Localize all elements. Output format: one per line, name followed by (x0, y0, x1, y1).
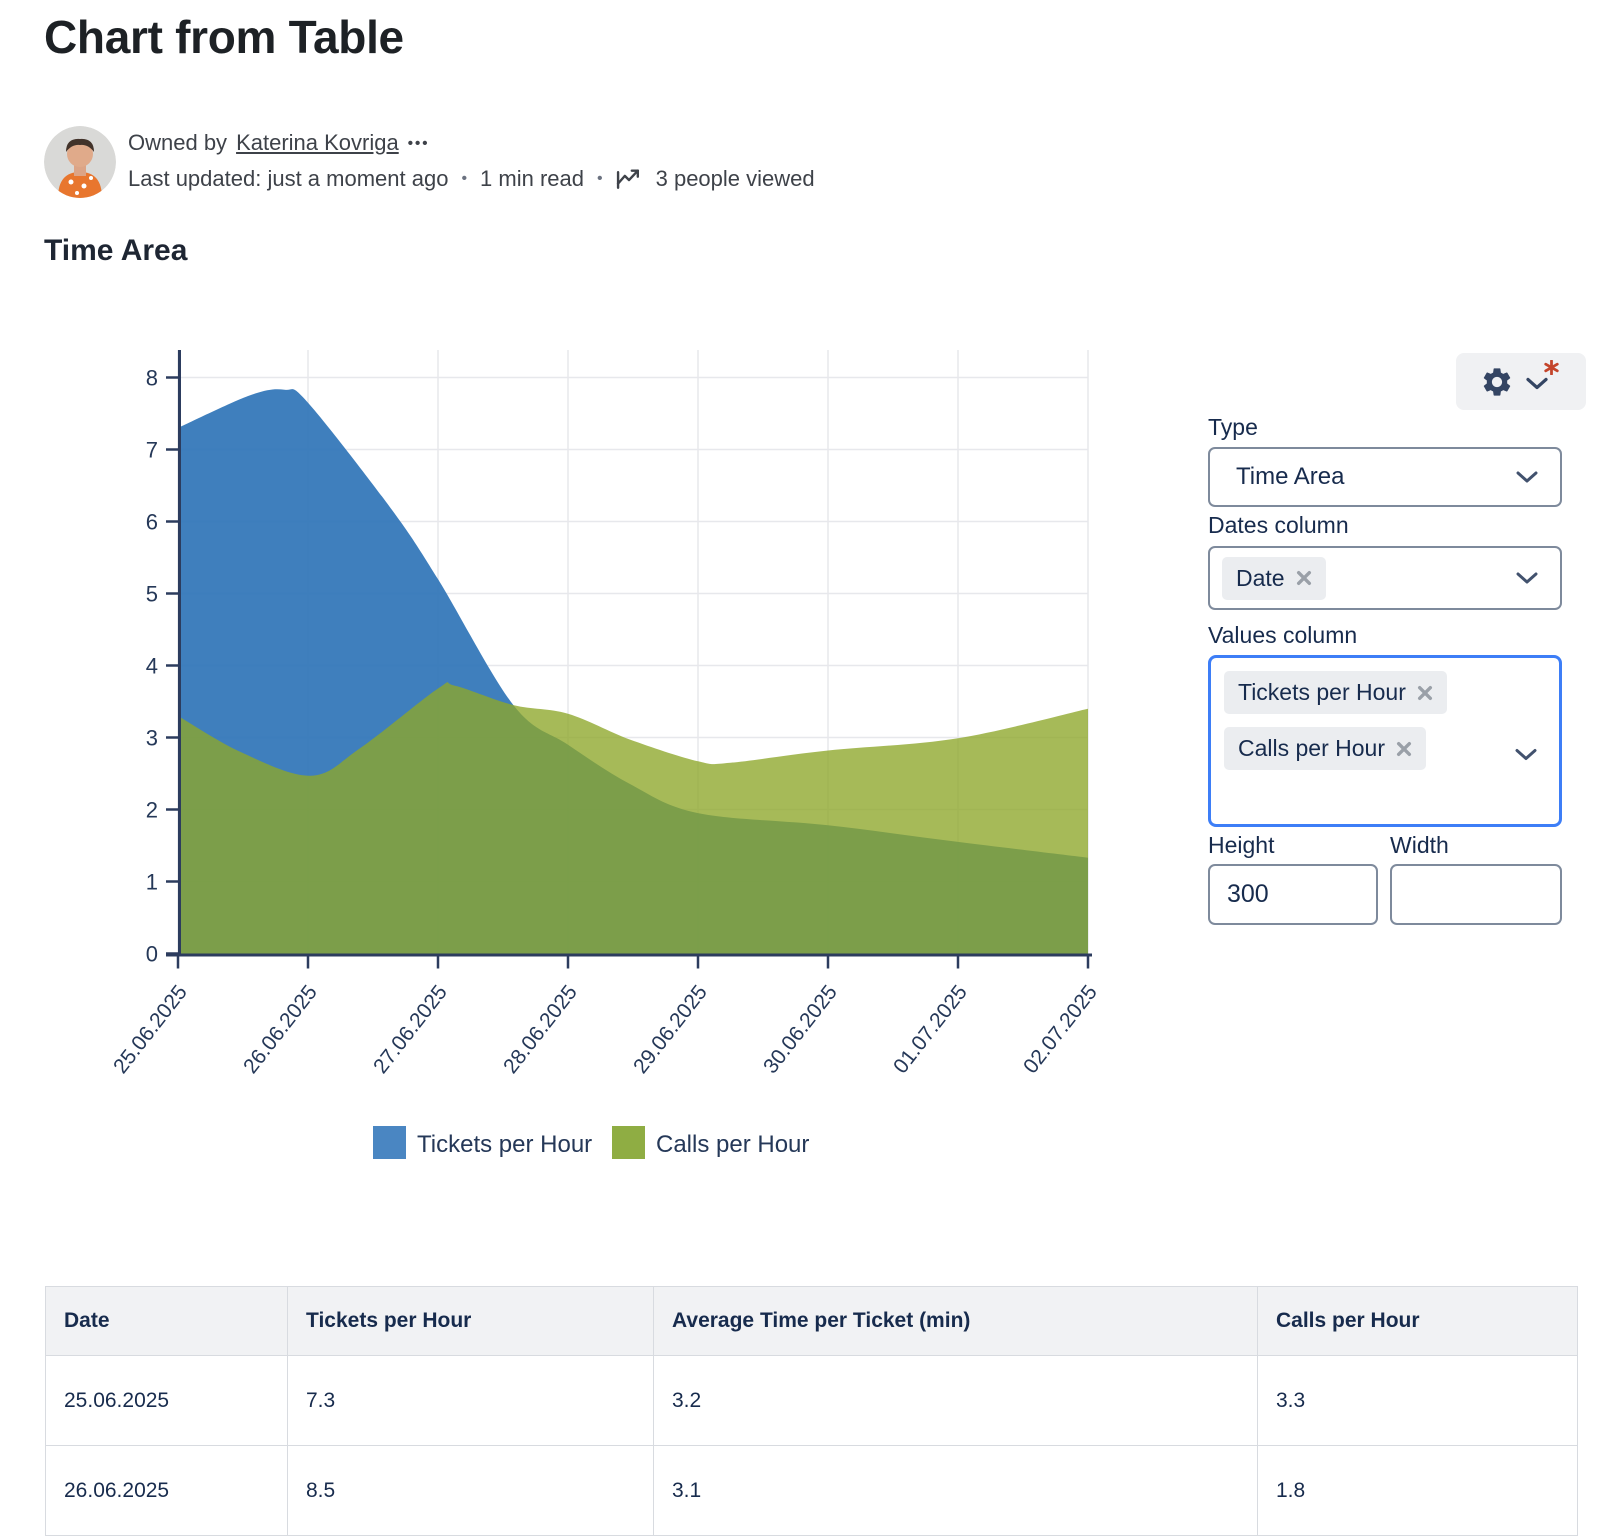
y-axis-tick-label: 6 (146, 510, 158, 535)
table-row: 25.06.2025 7.3 3.2 3.3 (45, 1355, 1578, 1446)
type-label: Type (1208, 414, 1258, 440)
column-header: Average Time per Ticket (min) (653, 1286, 1258, 1356)
chevron-down-icon (1515, 749, 1537, 760)
y-axis-tick-label: 4 (146, 654, 158, 679)
type-select[interactable]: Time Area (1208, 447, 1562, 507)
column-header: Tickets per Hour (287, 1286, 654, 1356)
remove-tag-icon[interactable] (1396, 741, 1412, 757)
separator-dot: • (597, 170, 603, 187)
legend-label: Calls per Hour (656, 1131, 809, 1158)
views-trend-icon (616, 168, 639, 189)
table-row: 26.06.2025 8.5 3.1 1.8 (45, 1445, 1578, 1536)
values-column-select[interactable]: Tickets per Hour Calls per Hour (1208, 655, 1562, 827)
chevron-down-icon (1526, 377, 1548, 390)
y-axis-tick-label: 8 (146, 366, 158, 391)
remove-tag-icon[interactable] (1417, 685, 1433, 701)
height-label: Height (1208, 832, 1275, 858)
values-column-label: Values column (1208, 622, 1358, 648)
owned-by-label: Owned by (128, 130, 228, 155)
page-title: Chart from Table (44, 11, 404, 63)
y-axis-tick-label: 7 (146, 438, 158, 463)
table-cell: 7.3 (287, 1355, 654, 1446)
tag-label: Calls per Hour (1238, 735, 1385, 761)
x-axis-tick-label: 27.06.2025 (369, 981, 452, 1078)
chevron-down-icon (1516, 572, 1538, 584)
y-axis-tick-label: 0 (146, 942, 158, 967)
legend-swatch (373, 1126, 406, 1159)
avatar[interactable] (44, 126, 116, 198)
avatar-image (44, 126, 116, 198)
table-cell: 3.3 (1257, 1355, 1578, 1446)
legend-item-tickets-per-hour[interactable]: Tickets per Hour (373, 1126, 592, 1159)
table-cell: 3.2 (653, 1355, 1258, 1446)
column-header: Calls per Hour (1257, 1286, 1578, 1356)
separator-dot: • (461, 170, 468, 187)
last-updated-text: Last updated: just a moment ago (128, 166, 449, 191)
y-axis-tick-label: 3 (146, 726, 158, 751)
byline-owner-row: Owned by Katerina Kovriga ••• (128, 130, 429, 156)
selected-option-tag: Calls per Hour (1224, 727, 1426, 770)
table-cell: 3.1 (653, 1445, 1258, 1536)
dates-column-select[interactable]: Date (1208, 546, 1562, 610)
views-count-text: 3 people viewed (655, 166, 815, 191)
legend-swatch (612, 1126, 645, 1159)
legend-item-calls-per-hour[interactable]: Calls per Hour (612, 1126, 809, 1159)
selected-option-tag: Tickets per Hour (1224, 671, 1447, 714)
more-actions-button[interactable]: ••• (407, 134, 430, 152)
owner-link[interactable]: Katerina Kovriga (236, 130, 399, 155)
required-asterisk-icon (1544, 360, 1559, 375)
tag-label: Date (1236, 564, 1285, 591)
tag-label: Tickets per Hour (1238, 679, 1406, 705)
height-input[interactable] (1208, 864, 1378, 925)
width-input[interactable] (1390, 864, 1562, 925)
x-axis-tick-label: 28.06.2025 (499, 981, 582, 1078)
x-axis-tick-label: 26.06.2025 (239, 981, 322, 1078)
area-series-calls-per-hour (178, 682, 1088, 954)
legend-label: Tickets per Hour (417, 1131, 592, 1158)
y-axis-tick-label: 5 (146, 582, 158, 607)
read-time-text: 1 min read (480, 166, 584, 191)
y-axis-tick-label: 2 (146, 798, 158, 823)
table-cell: 26.06.2025 (45, 1445, 288, 1536)
chevron-down-icon (1516, 471, 1538, 483)
x-axis-tick-label: 01.07.2025 (889, 981, 972, 1078)
source-data-table: Date Tickets per Hour Average Time per Tic… (45, 1286, 1578, 1536)
table-cell: 8.5 (287, 1445, 654, 1536)
column-header: Date (45, 1286, 288, 1356)
gear-icon (1483, 368, 1511, 396)
x-axis-tick-label: 30.06.2025 (759, 981, 842, 1078)
macro-settings-button[interactable] (1456, 353, 1586, 410)
x-axis-tick-label: 25.06.2025 (109, 981, 192, 1078)
x-axis-tick-label: 02.07.2025 (1019, 981, 1102, 1078)
y-axis-tick-label: 1 (146, 870, 158, 895)
remove-tag-icon[interactable] (1296, 570, 1312, 586)
section-heading: Time Area (44, 234, 188, 267)
selected-option-tag: Date (1222, 556, 1326, 600)
table-cell: 1.8 (1257, 1445, 1578, 1536)
byline-meta-row: Last updated: just a moment ago • 1 min … (128, 166, 815, 192)
x-axis-tick-label: 29.06.2025 (629, 981, 712, 1078)
dates-column-label: Dates column (1208, 512, 1349, 538)
type-select-value: Time Area (1236, 463, 1345, 490)
table-cell: 25.06.2025 (45, 1355, 288, 1446)
width-label: Width (1390, 832, 1449, 858)
table-header-row: Date Tickets per Hour Average Time per Tic… (45, 1286, 1578, 1356)
